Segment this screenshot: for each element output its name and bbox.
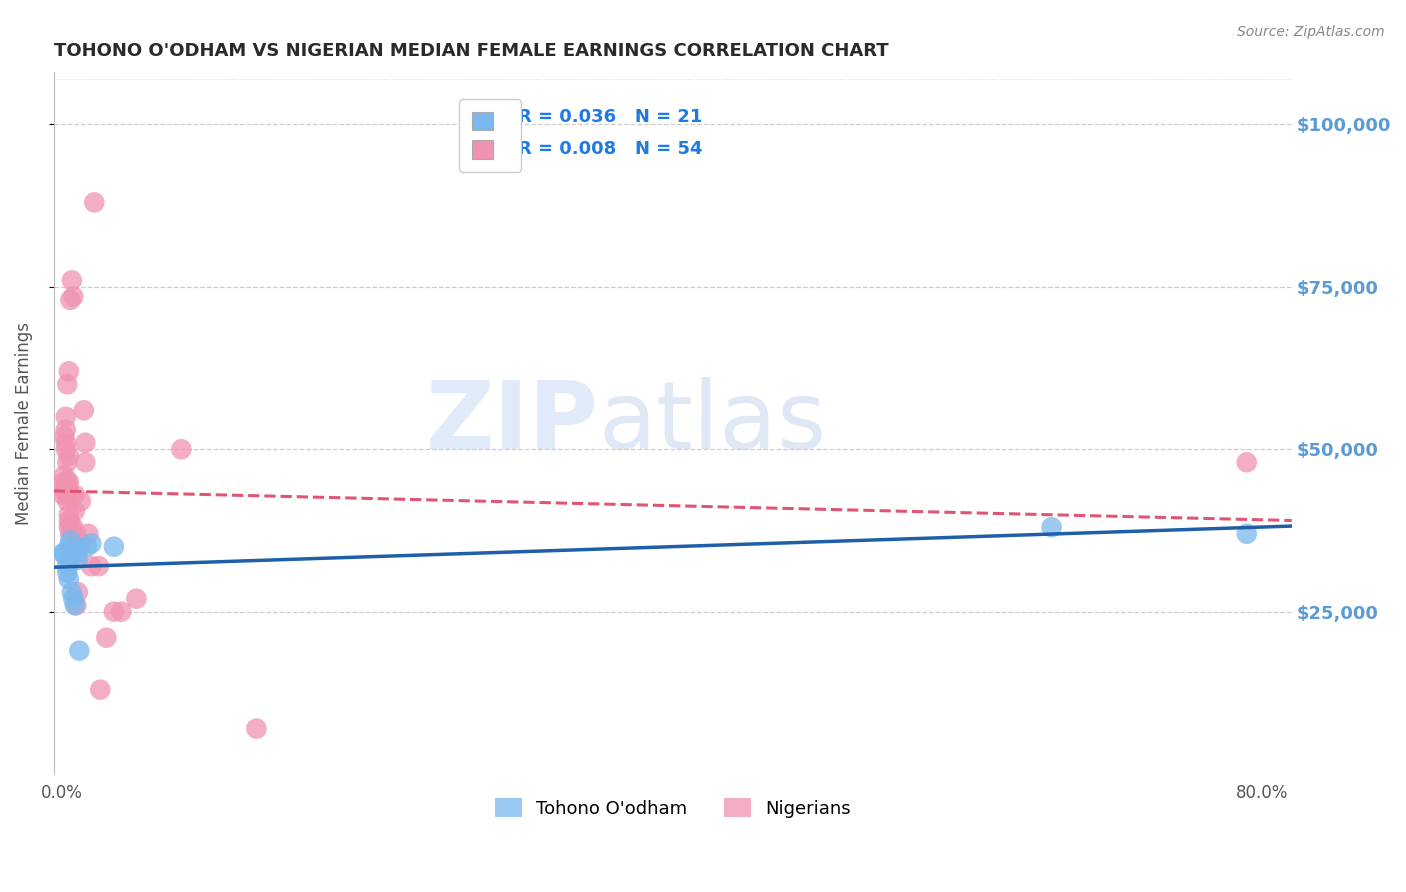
Point [60, 546, 83, 560]
Point [1236, 455, 1258, 469]
Text: TOHONO O'ODHAM VS NIGERIAN MEDIAN FEMALE EARNINGS CORRELATION CHART: TOHONO O'ODHAM VS NIGERIAN MEDIAN FEMALE… [53, 42, 889, 60]
Point [55, 442, 77, 457]
Point [89, 682, 111, 697]
Point [55, 549, 77, 564]
Text: ZIP: ZIP [426, 377, 599, 469]
Point [77, 526, 100, 541]
Point [56, 494, 79, 508]
Point [52, 546, 75, 560]
Text: R = 0.008   N = 54: R = 0.008 N = 54 [517, 141, 703, 159]
Point [53, 475, 76, 489]
Point [83, 195, 105, 210]
Point [125, 591, 148, 606]
Point [58, 540, 80, 554]
Point [55, 435, 77, 450]
Point [63, 598, 86, 612]
Point [56, 455, 79, 469]
Point [55, 409, 77, 424]
Point [67, 643, 90, 657]
Point [80, 536, 103, 550]
Point [58, 572, 80, 586]
Point [103, 540, 125, 554]
Point [56, 377, 79, 392]
Point [60, 585, 83, 599]
Point [65, 546, 87, 560]
Point [66, 546, 89, 560]
Point [170, 442, 193, 457]
Point [53, 546, 76, 560]
Point [75, 435, 97, 450]
Point [56, 475, 79, 489]
Point [58, 449, 80, 463]
Point [53, 468, 76, 483]
Point [80, 559, 103, 574]
Point [56, 559, 79, 574]
Point [75, 455, 97, 469]
Point [62, 520, 84, 534]
Point [58, 520, 80, 534]
Point [55, 423, 77, 437]
Point [87, 559, 110, 574]
Point [110, 605, 132, 619]
Point [60, 273, 83, 287]
Y-axis label: Median Female Earnings: Median Female Earnings [15, 322, 32, 524]
Point [62, 526, 84, 541]
Point [73, 403, 96, 417]
Point [58, 475, 80, 489]
Point [52, 488, 75, 502]
Point [56, 566, 79, 580]
Text: R = 0.036   N = 21: R = 0.036 N = 21 [517, 108, 703, 126]
Point [66, 552, 89, 566]
Point [55, 478, 77, 492]
Point [56, 488, 79, 502]
Point [63, 488, 86, 502]
Point [65, 526, 87, 541]
Point [53, 429, 76, 443]
Point [52, 481, 75, 495]
Point [59, 516, 82, 531]
Point [56, 481, 79, 495]
Point [59, 293, 82, 307]
Point [58, 507, 80, 521]
Legend: Tohono O'odham, Nigerians: Tohono O'odham, Nigerians [488, 791, 858, 825]
Point [56, 481, 79, 495]
Point [245, 722, 267, 736]
Point [76, 540, 98, 554]
Point [103, 605, 125, 619]
Point [62, 289, 84, 303]
Point [1236, 526, 1258, 541]
Point [96, 631, 118, 645]
Point [65, 598, 87, 612]
Point [66, 585, 89, 599]
Point [67, 540, 90, 554]
Point [62, 591, 84, 606]
Point [59, 533, 82, 548]
Point [65, 540, 87, 554]
Point [63, 504, 86, 518]
Point [59, 488, 82, 502]
Point [58, 364, 80, 378]
Point [1040, 520, 1063, 534]
Text: Source: ZipAtlas.com: Source: ZipAtlas.com [1237, 25, 1385, 39]
Text: atlas: atlas [599, 377, 827, 469]
Point [58, 514, 80, 528]
Point [69, 494, 91, 508]
Point [59, 526, 82, 541]
